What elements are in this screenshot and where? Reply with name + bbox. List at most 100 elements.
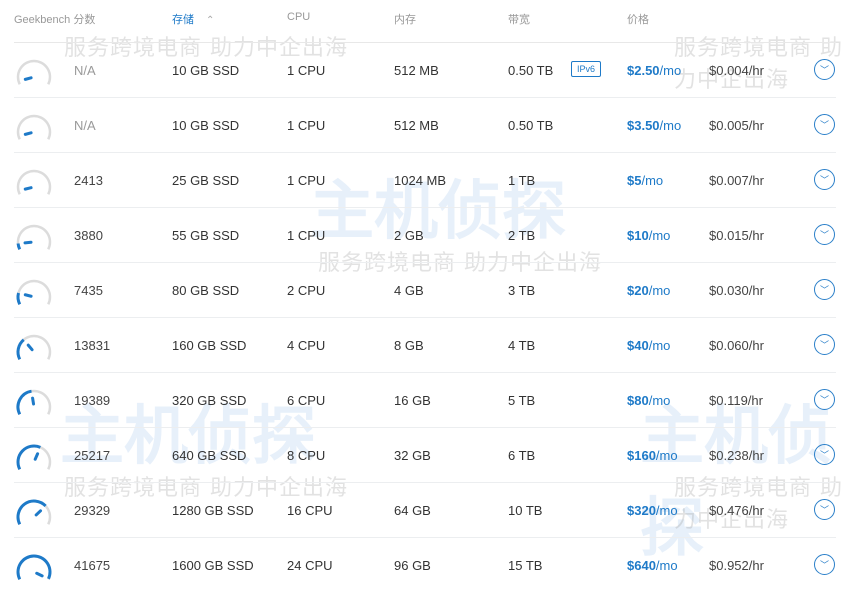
gauge-needle	[26, 343, 34, 352]
header-memory[interactable]: 内存	[394, 14, 416, 26]
chevron-down-icon: ﹀	[819, 560, 829, 570]
expand-button[interactable]: ﹀	[814, 499, 835, 520]
gauge-needle	[23, 293, 33, 298]
memory: 96 GB	[394, 558, 431, 573]
monthly-price: $5/mo	[627, 173, 663, 188]
expand-button[interactable]: ﹀	[814, 279, 835, 300]
chevron-down-icon: ﹀	[819, 395, 829, 405]
gauge-needle	[23, 76, 33, 81]
price-amount: $2.50	[627, 63, 660, 78]
hourly-price: $0.476/hr	[709, 503, 764, 518]
storage: 80 GB SSD	[172, 283, 240, 298]
hourly-price: $0.030/hr	[709, 283, 764, 298]
expand-button[interactable]: ﹀	[814, 389, 835, 410]
monthly-price: $3.50/mo	[627, 118, 681, 133]
bandwidth: 0.50 TB	[508, 63, 554, 78]
memory: 4 GB	[394, 283, 424, 298]
expand-button[interactable]: ﹀	[814, 224, 835, 245]
price-amount: $80	[627, 393, 649, 408]
bandwidth: 10 TB	[508, 503, 543, 518]
gauge-icon	[16, 169, 52, 195]
gauge-icon	[16, 554, 52, 580]
monthly-price: $640/mo	[627, 558, 678, 573]
expand-button[interactable]: ﹀	[814, 444, 835, 465]
monthly-price: $40/mo	[627, 338, 670, 353]
price-amount: $5	[627, 173, 642, 188]
monthly-price: $20/mo	[627, 283, 670, 298]
cpu: 4 CPU	[287, 338, 326, 353]
price-amount: $160	[627, 448, 656, 463]
geekbench-score: N/A	[74, 118, 96, 133]
table-row: N/A 10 GB SSD 1 CPU 512 MB 0.50 TB IPv6 …	[14, 43, 836, 98]
gauge-track	[16, 169, 52, 195]
chevron-down-icon: ﹀	[819, 65, 829, 75]
header-price[interactable]: 价格	[627, 14, 649, 26]
gauge-track	[16, 224, 52, 250]
price-period: /mo	[648, 283, 671, 298]
storage: 160 GB SSD	[172, 338, 247, 353]
expand-button[interactable]: ﹀	[814, 114, 835, 135]
cpu: 1 CPU	[287, 118, 326, 133]
chevron-down-icon: ﹀	[819, 230, 829, 240]
header-storage-label: 存储	[172, 14, 194, 26]
price-period: /mo	[641, 173, 664, 188]
cpu: 1 CPU	[287, 228, 326, 243]
geekbench-score: N/A	[74, 63, 96, 78]
table-row: 25217 640 GB SSD 8 CPU 32 GB 6 TB $160/m…	[14, 428, 836, 483]
monthly-price: $320/mo	[627, 503, 678, 518]
price-period: /mo	[648, 393, 671, 408]
cpu: 1 CPU	[287, 173, 326, 188]
hourly-price: $0.004/hr	[709, 63, 764, 78]
price-amount: $20	[627, 283, 649, 298]
gauge-icon	[16, 499, 52, 525]
storage: 10 GB SSD	[172, 118, 240, 133]
expand-button[interactable]: ﹀	[814, 334, 835, 355]
plans-table: Geekbench 分数 存储 ⌃ CPU 内存 带宽 价格 N/A 10 GB …	[14, 0, 836, 592]
gauge-icon	[16, 334, 52, 360]
geekbench-score: 29329	[74, 503, 111, 518]
hourly-price: $0.060/hr	[709, 338, 764, 353]
bandwidth: 2 TB	[508, 228, 536, 243]
bandwidth: 15 TB	[508, 558, 543, 573]
memory: 1024 MB	[394, 173, 447, 188]
geekbench-score: 2413	[74, 173, 103, 188]
geekbench-score: 25217	[74, 448, 111, 463]
header-bandwidth[interactable]: 带宽	[508, 14, 530, 26]
table-row: 3880 55 GB SSD 1 CPU 2 GB 2 TB $10/mo $0…	[14, 208, 836, 263]
geekbench-score: 19389	[74, 393, 111, 408]
hourly-price: $0.119/hr	[709, 393, 763, 408]
storage: 55 GB SSD	[172, 228, 240, 243]
ipv6-badge: IPv6	[571, 61, 602, 77]
price-period: /mo	[655, 448, 678, 463]
memory: 512 MB	[394, 63, 439, 78]
gauge-icon	[16, 279, 52, 305]
gauge-icon	[16, 389, 52, 415]
header-storage[interactable]: 存储 ⌃	[172, 11, 214, 27]
table-row: N/A 10 GB SSD 1 CPU 512 MB 0.50 TB $3.50…	[14, 98, 836, 153]
expand-button[interactable]: ﹀	[814, 169, 835, 190]
price-period: /mo	[655, 503, 678, 518]
geekbench-score: 41675	[74, 558, 111, 573]
gauge-track	[16, 59, 52, 85]
expand-button[interactable]: ﹀	[814, 554, 835, 575]
hourly-price: $0.952/hr	[709, 558, 764, 573]
geekbench-score: 7435	[74, 283, 103, 298]
sort-icon[interactable]: ⌃	[206, 15, 215, 26]
price-amount: $10	[627, 228, 649, 243]
monthly-price: $2.50/mo	[627, 63, 681, 78]
gauge-needle	[31, 396, 36, 406]
expand-button[interactable]: ﹀	[814, 59, 835, 80]
price-period: /mo	[655, 558, 678, 573]
gauge-needle	[23, 186, 33, 191]
chevron-down-icon: ﹀	[819, 120, 829, 130]
price-period: /mo	[659, 63, 682, 78]
gauge-icon	[16, 224, 52, 250]
header-score[interactable]: Geekbench 分数	[14, 14, 96, 26]
chevron-down-icon: ﹀	[819, 450, 829, 460]
gauge-icon	[16, 114, 52, 140]
gauge-icon	[16, 444, 52, 470]
header-cpu[interactable]: CPU	[287, 11, 311, 23]
chevron-down-icon: ﹀	[819, 505, 829, 515]
gauge-fill	[16, 292, 22, 305]
table-header: Geekbench 分数 存储 ⌃ CPU 内存 带宽 价格	[14, 0, 836, 43]
